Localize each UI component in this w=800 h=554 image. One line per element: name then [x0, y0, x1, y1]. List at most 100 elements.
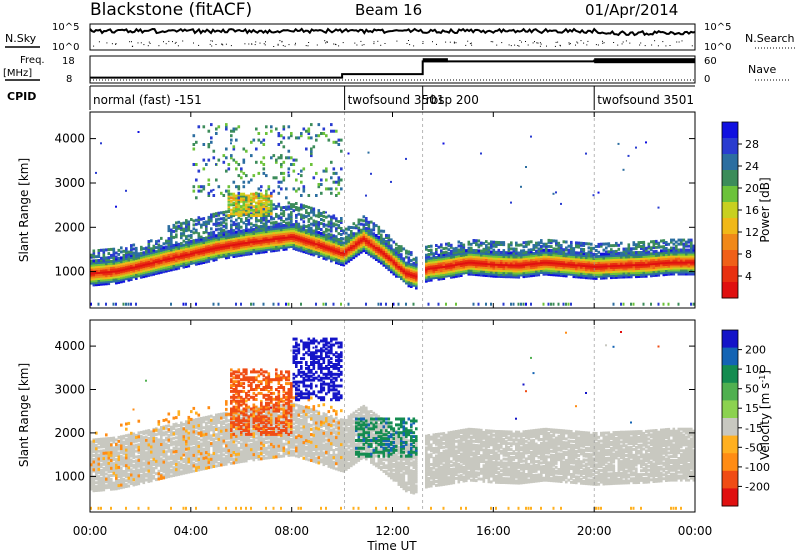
power-cell: [460, 270, 463, 273]
power-cell: [252, 235, 256, 239]
power-cell: [255, 241, 258, 245]
power-cell: [677, 258, 681, 262]
power-cell: [230, 212, 233, 216]
power-cell: [510, 267, 513, 271]
power-cell: [685, 242, 688, 246]
power-cell: [132, 255, 136, 259]
power-cell: [650, 302, 652, 306]
power-cell: [510, 251, 513, 255]
power-cell: [587, 276, 591, 280]
power-cell: [320, 228, 323, 231]
power-cell: [460, 264, 463, 267]
power-cell: [112, 302, 115, 306]
power-cell: [127, 258, 131, 262]
power-cell: [270, 191, 273, 195]
power-cell: [162, 246, 166, 250]
power-cell: [482, 267, 486, 271]
power-cell: [392, 268, 396, 272]
power-cell: [127, 260, 131, 264]
power-cell: [345, 239, 348, 243]
power-cell: [232, 241, 236, 244]
velocity-cell: [95, 481, 98, 485]
power-cell: [522, 273, 526, 277]
power-cell: [200, 241, 203, 245]
power-cell: [100, 266, 103, 270]
power-cell: [345, 243, 348, 247]
power-cell: [310, 238, 313, 242]
power-cell: [135, 262, 138, 266]
power-cell: [355, 250, 358, 254]
power-cell: [557, 243, 561, 247]
power-cell: [185, 223, 188, 227]
power-cell: [312, 145, 316, 149]
power-cell: [302, 228, 306, 232]
power-cell: [475, 265, 478, 269]
power-cell: [332, 236, 336, 240]
power-cell: [290, 207, 293, 211]
nsearch-point: [681, 40, 683, 42]
power-cell: [517, 257, 521, 261]
power-cell: [245, 225, 248, 228]
power-cell: [270, 206, 273, 210]
power-cell: [257, 239, 261, 243]
power-cell: [580, 251, 583, 255]
power-cell: [315, 214, 318, 218]
velocity-cell: [102, 488, 106, 492]
power-cell: [675, 256, 678, 260]
power-cell: [107, 258, 111, 262]
power-cell: [507, 251, 511, 255]
power-cell: [145, 262, 148, 266]
power-cell: [275, 224, 278, 228]
power-cell: [655, 239, 658, 243]
colorbar-swatch: [722, 138, 738, 155]
power-cell: [255, 208, 258, 212]
power-cell: [465, 263, 468, 267]
power-cell: [617, 247, 621, 251]
power-cell: [532, 261, 536, 265]
power-cell: [627, 154, 630, 157]
power-cell: [245, 241, 248, 244]
power-cell: [600, 276, 603, 280]
power-cell: [100, 274, 103, 278]
power-cell: [540, 257, 543, 260]
power-cell: [240, 243, 243, 247]
power-cell: [665, 271, 668, 274]
power-cell: [505, 253, 508, 257]
power-cell: [482, 257, 486, 261]
power-cell: [230, 219, 233, 223]
power-cell: [307, 247, 311, 251]
velocity-cell: [95, 449, 98, 453]
power-cell: [445, 302, 447, 306]
power-cell: [430, 272, 433, 276]
power-cell: [332, 248, 336, 252]
power-cell: [272, 227, 276, 231]
power-cell: [147, 261, 151, 265]
power-cell: [305, 209, 308, 213]
power-cell: [640, 272, 643, 276]
power-cell: [255, 229, 258, 233]
power-cell: [310, 232, 313, 236]
power-cell: [507, 261, 511, 265]
power-cell: [265, 244, 268, 248]
power-cell: [677, 302, 680, 306]
power-cell: [622, 168, 625, 171]
nsearch-point: [326, 42, 328, 43]
nsearch-point: [277, 44, 279, 46]
colorbar-swatch: [722, 202, 738, 219]
power-cell: [217, 237, 221, 241]
power-cell: [610, 264, 613, 268]
power-cell: [477, 249, 481, 253]
power-cell: [540, 247, 543, 250]
power-cell: [205, 244, 208, 248]
power-cell: [522, 245, 526, 249]
power-cell: [282, 125, 286, 129]
power-cell: [675, 270, 678, 274]
velocity-cell: [102, 466, 106, 470]
power-cell: [182, 302, 185, 306]
power-cell: [565, 246, 568, 250]
power-cell: [295, 223, 298, 227]
power-cell: [215, 212, 218, 216]
power-cell: [505, 257, 508, 261]
power-cell: [117, 252, 121, 256]
power-cell: [457, 248, 461, 252]
